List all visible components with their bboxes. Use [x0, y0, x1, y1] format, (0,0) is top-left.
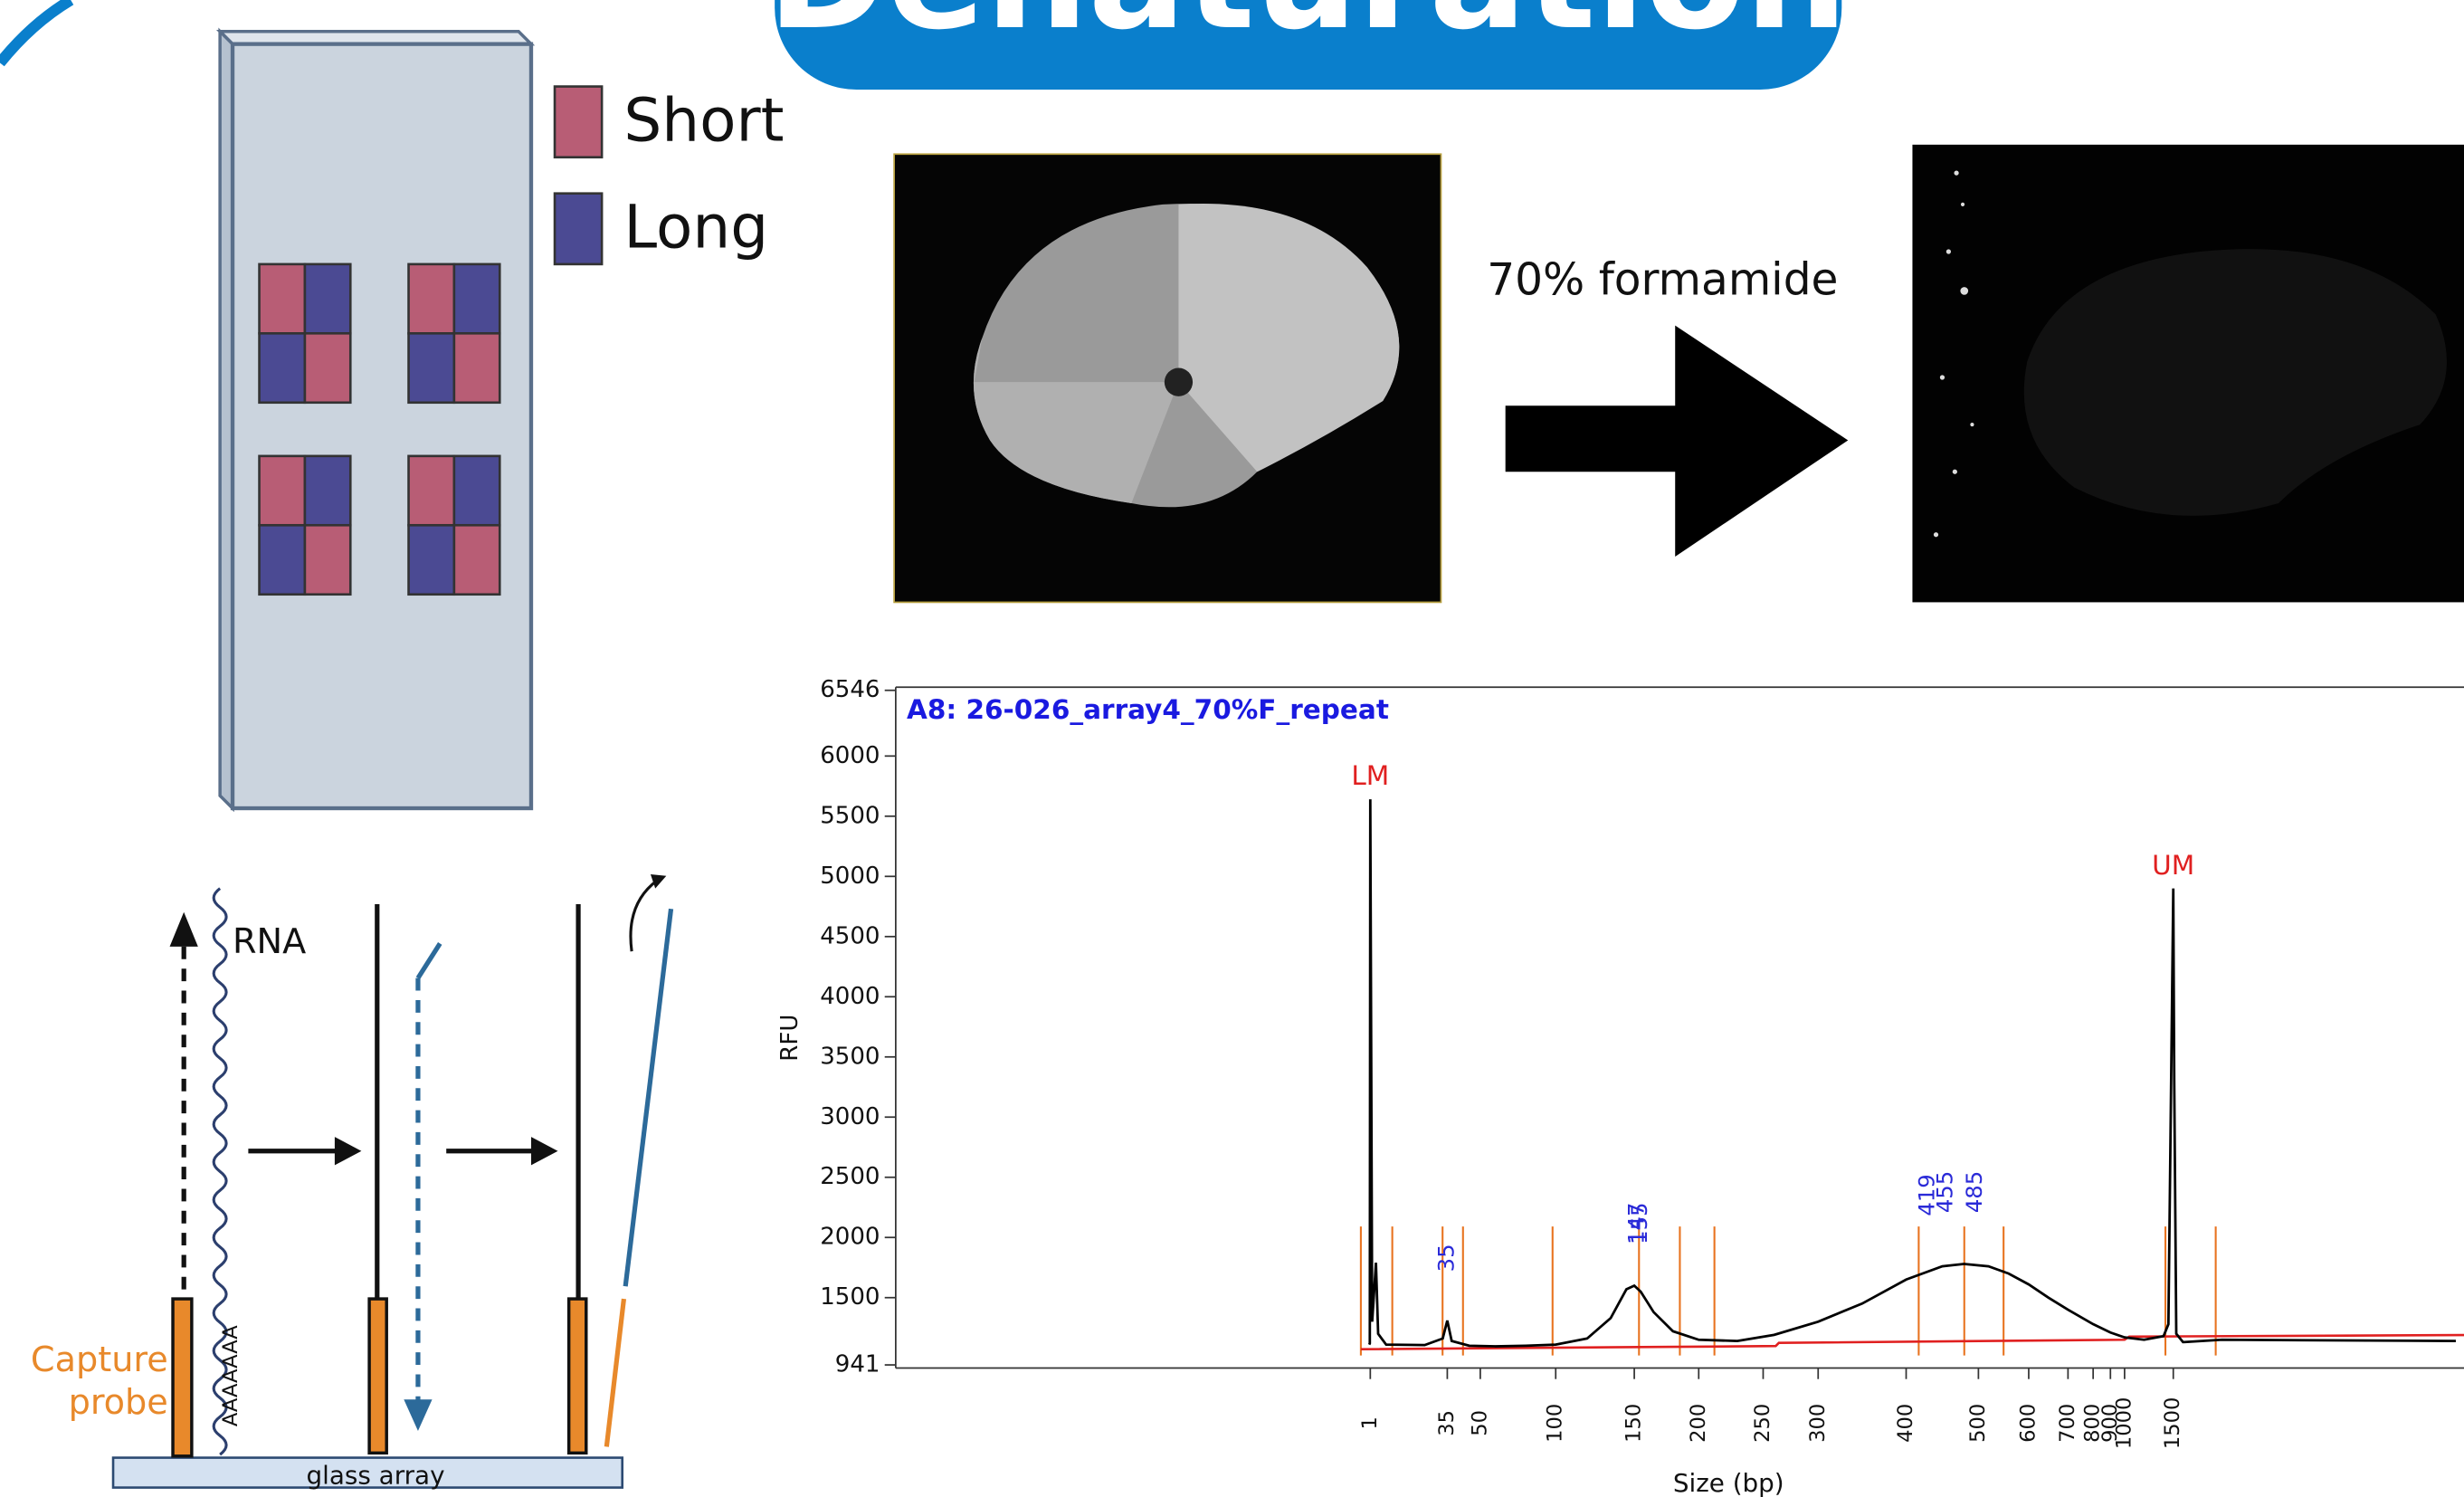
y-tick-label: 5500	[820, 802, 880, 829]
array-cell	[409, 456, 454, 525]
y-tick-label: 4500	[820, 922, 880, 949]
x-tick-label: 1	[1358, 1416, 1382, 1429]
y-tick-label: 1500	[820, 1283, 880, 1311]
array-cell	[260, 264, 305, 333]
x-tick-label: 1000	[2112, 1397, 2136, 1449]
x-tick-label: 1500	[2161, 1397, 2184, 1449]
array-cell	[305, 525, 350, 594]
x-tick-label: 100	[1544, 1404, 1567, 1443]
array-cell	[454, 525, 499, 594]
polya-label: AAAAAAA	[219, 1325, 243, 1426]
x-tick-label: 250	[1751, 1404, 1774, 1443]
treatment-label: 70% formamide	[1487, 255, 1838, 306]
peak-label: 485	[1961, 1171, 1987, 1213]
legend-swatch	[555, 194, 602, 264]
array-cell	[409, 264, 454, 333]
figure: Denaturation Short Long 70% formamide gla…	[0, 0, 2464, 1497]
x-tick-label: 600	[2016, 1404, 2040, 1443]
x-tick-label: 700	[2056, 1404, 2079, 1443]
array-cell	[260, 525, 305, 594]
capture-probe	[569, 1299, 586, 1453]
probe-label: probe	[69, 1383, 168, 1423]
capture-probe	[369, 1299, 386, 1453]
x-tick-label: 400	[1894, 1404, 1917, 1443]
x-tick-label: 300	[1806, 1404, 1830, 1443]
capture-probe	[173, 1299, 192, 1456]
array-cell	[305, 264, 350, 333]
probe-label: Capture	[31, 1340, 168, 1380]
y-tick-label: 5000	[820, 863, 880, 890]
x-axis-label: Size (bp)	[1673, 1468, 1784, 1497]
x-tick-label: 500	[1966, 1404, 1990, 1443]
legend-swatch	[555, 87, 602, 157]
x-tick-label: 35	[1435, 1410, 1459, 1436]
y-tick-label: 6000	[820, 742, 880, 769]
y-axis-label: RFU	[776, 1015, 804, 1062]
page-title: Denaturation	[767, 0, 1848, 62]
array-cell	[260, 456, 305, 525]
y-tick-label: 3000	[820, 1103, 880, 1130]
array-cell	[305, 333, 350, 402]
array-cell	[454, 264, 499, 333]
y-tick-label: 6546	[820, 676, 880, 703]
array-cell	[454, 456, 499, 525]
peak-label: 35	[1432, 1244, 1459, 1272]
tissue-hole	[1165, 368, 1193, 396]
y-tick-label: 4000	[820, 983, 880, 1010]
marker-label: UM	[2152, 850, 2194, 881]
array-cell	[260, 333, 305, 402]
y-tick-label: 941	[835, 1351, 880, 1378]
array-cell	[409, 525, 454, 594]
y-tick-label: 3500	[820, 1043, 880, 1070]
array-cell	[305, 456, 350, 525]
marker-label: LM	[1351, 760, 1389, 791]
rna-label: RNA	[233, 922, 306, 962]
y-tick-label: 2000	[820, 1224, 880, 1251]
x-tick-label: 150	[1622, 1404, 1646, 1443]
page: Denaturation Short Long 70% formamide gla…	[0, 0, 2464, 1497]
peak-label: 455	[1931, 1171, 1957, 1213]
peak-label: 155	[1626, 1202, 1652, 1244]
x-tick-label: 50	[1468, 1410, 1491, 1436]
legend-label: Short	[623, 85, 784, 155]
chart-title: A8: 26-026_array4_70%F_repeat	[907, 694, 1389, 725]
x-tick-label: 200	[1687, 1404, 1710, 1443]
legend-label: Long	[623, 192, 768, 262]
array-cell	[409, 333, 454, 402]
array-cell	[454, 333, 499, 402]
glass-label: glass array	[307, 1460, 445, 1490]
slide	[233, 44, 531, 808]
y-tick-label: 2500	[820, 1163, 880, 1190]
